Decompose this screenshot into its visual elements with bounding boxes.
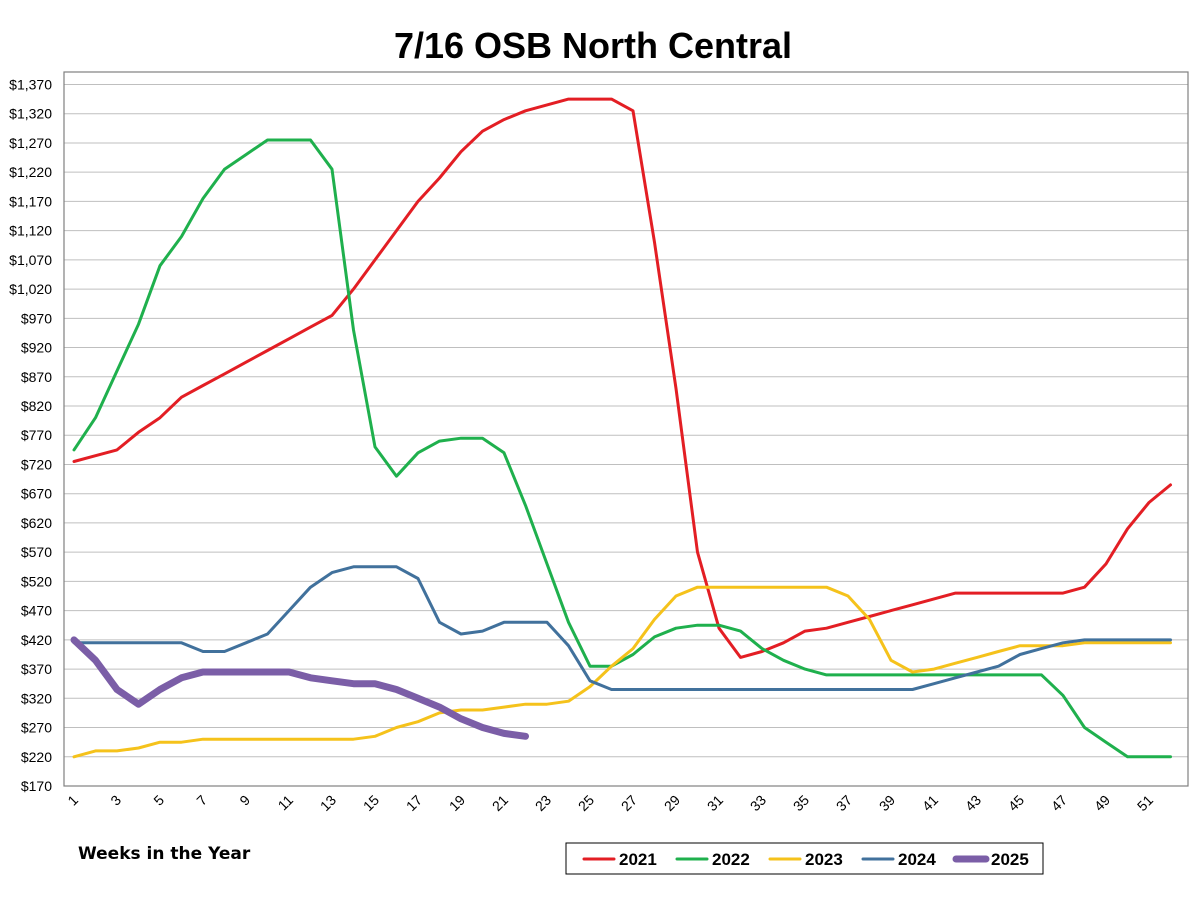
x-tick-label: 11 xyxy=(275,792,297,814)
x-tick-label: 51 xyxy=(1134,792,1156,814)
legend: 2021 2022 2023 2024 2025 xyxy=(565,842,1044,875)
y-tick-label: $1,120 xyxy=(9,223,52,239)
x-tick-label: 41 xyxy=(919,792,941,814)
y-tick-label: $1,270 xyxy=(9,135,52,151)
y-tick-label: $1,020 xyxy=(9,281,52,297)
x-tick-label: 23 xyxy=(532,792,554,814)
series-lines xyxy=(70,97,1172,759)
x-tick-label: 7 xyxy=(193,792,210,809)
y-tick-label: $220 xyxy=(21,749,52,765)
series-line-2024 xyxy=(72,565,1172,691)
y-tick-label: $170 xyxy=(21,778,52,794)
x-axis-ticks: 1 3 5 7 9 11 13 15 17 19 21 23 25 27 29 31 33 35 37 39 41 43 4… xyxy=(64,792,1156,814)
x-tick-label: 9 xyxy=(236,792,253,809)
series-line-2023 xyxy=(72,585,1172,759)
x-tick-label: 39 xyxy=(876,792,898,814)
y-tick-label: $470 xyxy=(21,603,52,619)
y-tick-label: $670 xyxy=(21,486,52,502)
y-tick-label: $970 xyxy=(21,310,52,326)
x-tick-label: 19 xyxy=(446,792,468,814)
y-tick-label: $570 xyxy=(21,544,52,560)
legend-label-2023: 2023 xyxy=(805,850,843,869)
x-tick-label: 5 xyxy=(150,792,167,809)
y-tick-label: $520 xyxy=(21,573,52,589)
y-tick-label: $620 xyxy=(21,515,52,531)
y-tick-label: $270 xyxy=(21,720,52,736)
series-line-2021 xyxy=(72,97,1172,659)
x-tick-label: 35 xyxy=(790,792,812,814)
y-tick-label: $420 xyxy=(21,632,52,648)
x-tick-label: 49 xyxy=(1091,792,1113,814)
y-tick-label: $320 xyxy=(21,690,52,706)
legend-label-2024: 2024 xyxy=(898,850,936,869)
x-tick-label: 15 xyxy=(360,792,382,814)
y-tick-label: $920 xyxy=(21,340,52,356)
y-tick-label: $1,170 xyxy=(9,193,52,209)
x-tick-label: 47 xyxy=(1048,792,1070,814)
x-axis-label: Weeks in the Year xyxy=(78,844,251,864)
legend-label-2025: 2025 xyxy=(991,850,1029,869)
plot-area-frame xyxy=(63,71,1189,787)
y-tick-label: $1,070 xyxy=(9,252,52,268)
x-tick-label: 1 xyxy=(64,792,81,809)
x-tick-label: 37 xyxy=(833,792,855,814)
x-tick-label: 43 xyxy=(962,792,984,814)
legend-label-2021: 2021 xyxy=(619,850,657,869)
x-tick-label: 25 xyxy=(575,792,597,814)
x-tick-label: 29 xyxy=(661,792,683,814)
series-line-2025 xyxy=(70,636,529,740)
y-tick-label: $370 xyxy=(21,661,52,677)
x-tick-label: 27 xyxy=(618,792,640,814)
y-tick-label: $1,320 xyxy=(9,106,52,122)
chart-title: 7/16 OSB North Central xyxy=(394,25,792,66)
y-tick-label: $870 xyxy=(21,369,52,385)
y-tick-label: $720 xyxy=(21,456,52,472)
x-tick-label: 3 xyxy=(107,792,124,809)
y-tick-label: $820 xyxy=(21,398,52,414)
gridlines xyxy=(64,83,1188,787)
x-tick-label: 21 xyxy=(489,792,511,814)
y-tick-label: $1,370 xyxy=(9,76,52,92)
y-axis-ticks: $170 $220 $270 $320 $370 $420 $470 $520 $570 $620… xyxy=(9,76,52,794)
y-tick-label: $1,220 xyxy=(9,164,52,180)
x-tick-label: 13 xyxy=(317,792,339,814)
legend-label-2022: 2022 xyxy=(712,850,750,869)
x-tick-label: 33 xyxy=(747,792,769,814)
x-tick-label: 45 xyxy=(1005,792,1027,814)
x-tick-label: 17 xyxy=(403,792,425,814)
y-tick-label: $770 xyxy=(21,427,52,443)
series-line-2022 xyxy=(72,138,1172,759)
x-tick-label: 31 xyxy=(704,792,726,814)
